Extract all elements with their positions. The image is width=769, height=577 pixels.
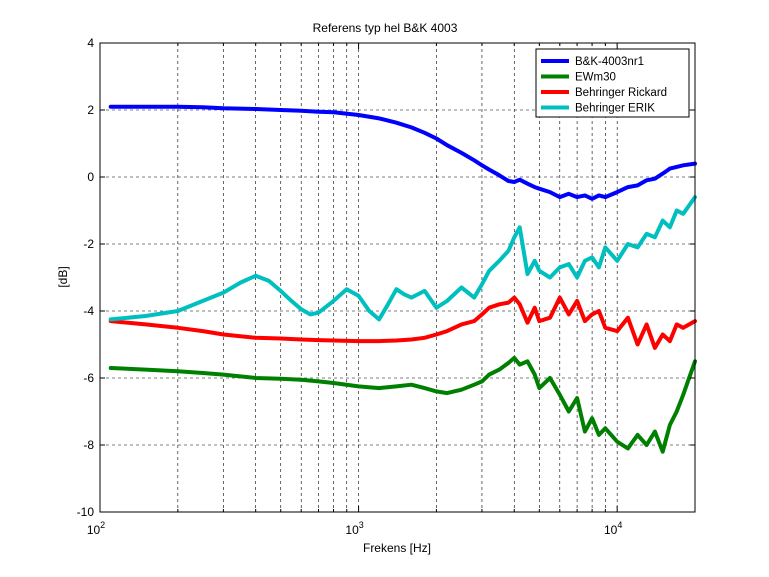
x-axis-label: Frekens [Hz] bbox=[363, 541, 431, 555]
legend-label: Behringer ERIK bbox=[575, 103, 655, 115]
chart-title: Referens typ hel B&K 4003 bbox=[313, 21, 458, 35]
y-tick-label: -10 bbox=[77, 505, 95, 519]
y-tick-label: 2 bbox=[87, 103, 94, 117]
series-line-2 bbox=[108, 355, 697, 454]
legend-label: B&K-4003nr1 bbox=[575, 56, 644, 68]
series-line-4 bbox=[108, 195, 697, 322]
x-tick-label: 104 bbox=[604, 520, 622, 537]
y-tick-label: -6 bbox=[83, 371, 94, 385]
plot-frame bbox=[99, 42, 696, 513]
y-tick-label: -2 bbox=[83, 237, 94, 251]
series-line-1 bbox=[108, 104, 697, 201]
legend-label: EWm30 bbox=[575, 72, 616, 84]
x-tick-label: 102 bbox=[87, 520, 105, 537]
y-tick-label: -8 bbox=[83, 438, 94, 452]
legend-label: Behringer Rickard bbox=[575, 87, 667, 99]
x-tick-label: 103 bbox=[345, 520, 363, 537]
y-tick-label: 4 bbox=[87, 36, 94, 50]
series-lines bbox=[108, 104, 697, 454]
grid bbox=[100, 43, 695, 512]
legend: B&K-4003nr1 EWm30 Behringer Rickard Behring… bbox=[535, 48, 690, 118]
series-line-3 bbox=[108, 295, 697, 350]
y-tick-label: -4 bbox=[83, 304, 94, 318]
y-tick-label: 0 bbox=[87, 170, 94, 184]
y-axis-label: [dB] bbox=[56, 266, 70, 287]
